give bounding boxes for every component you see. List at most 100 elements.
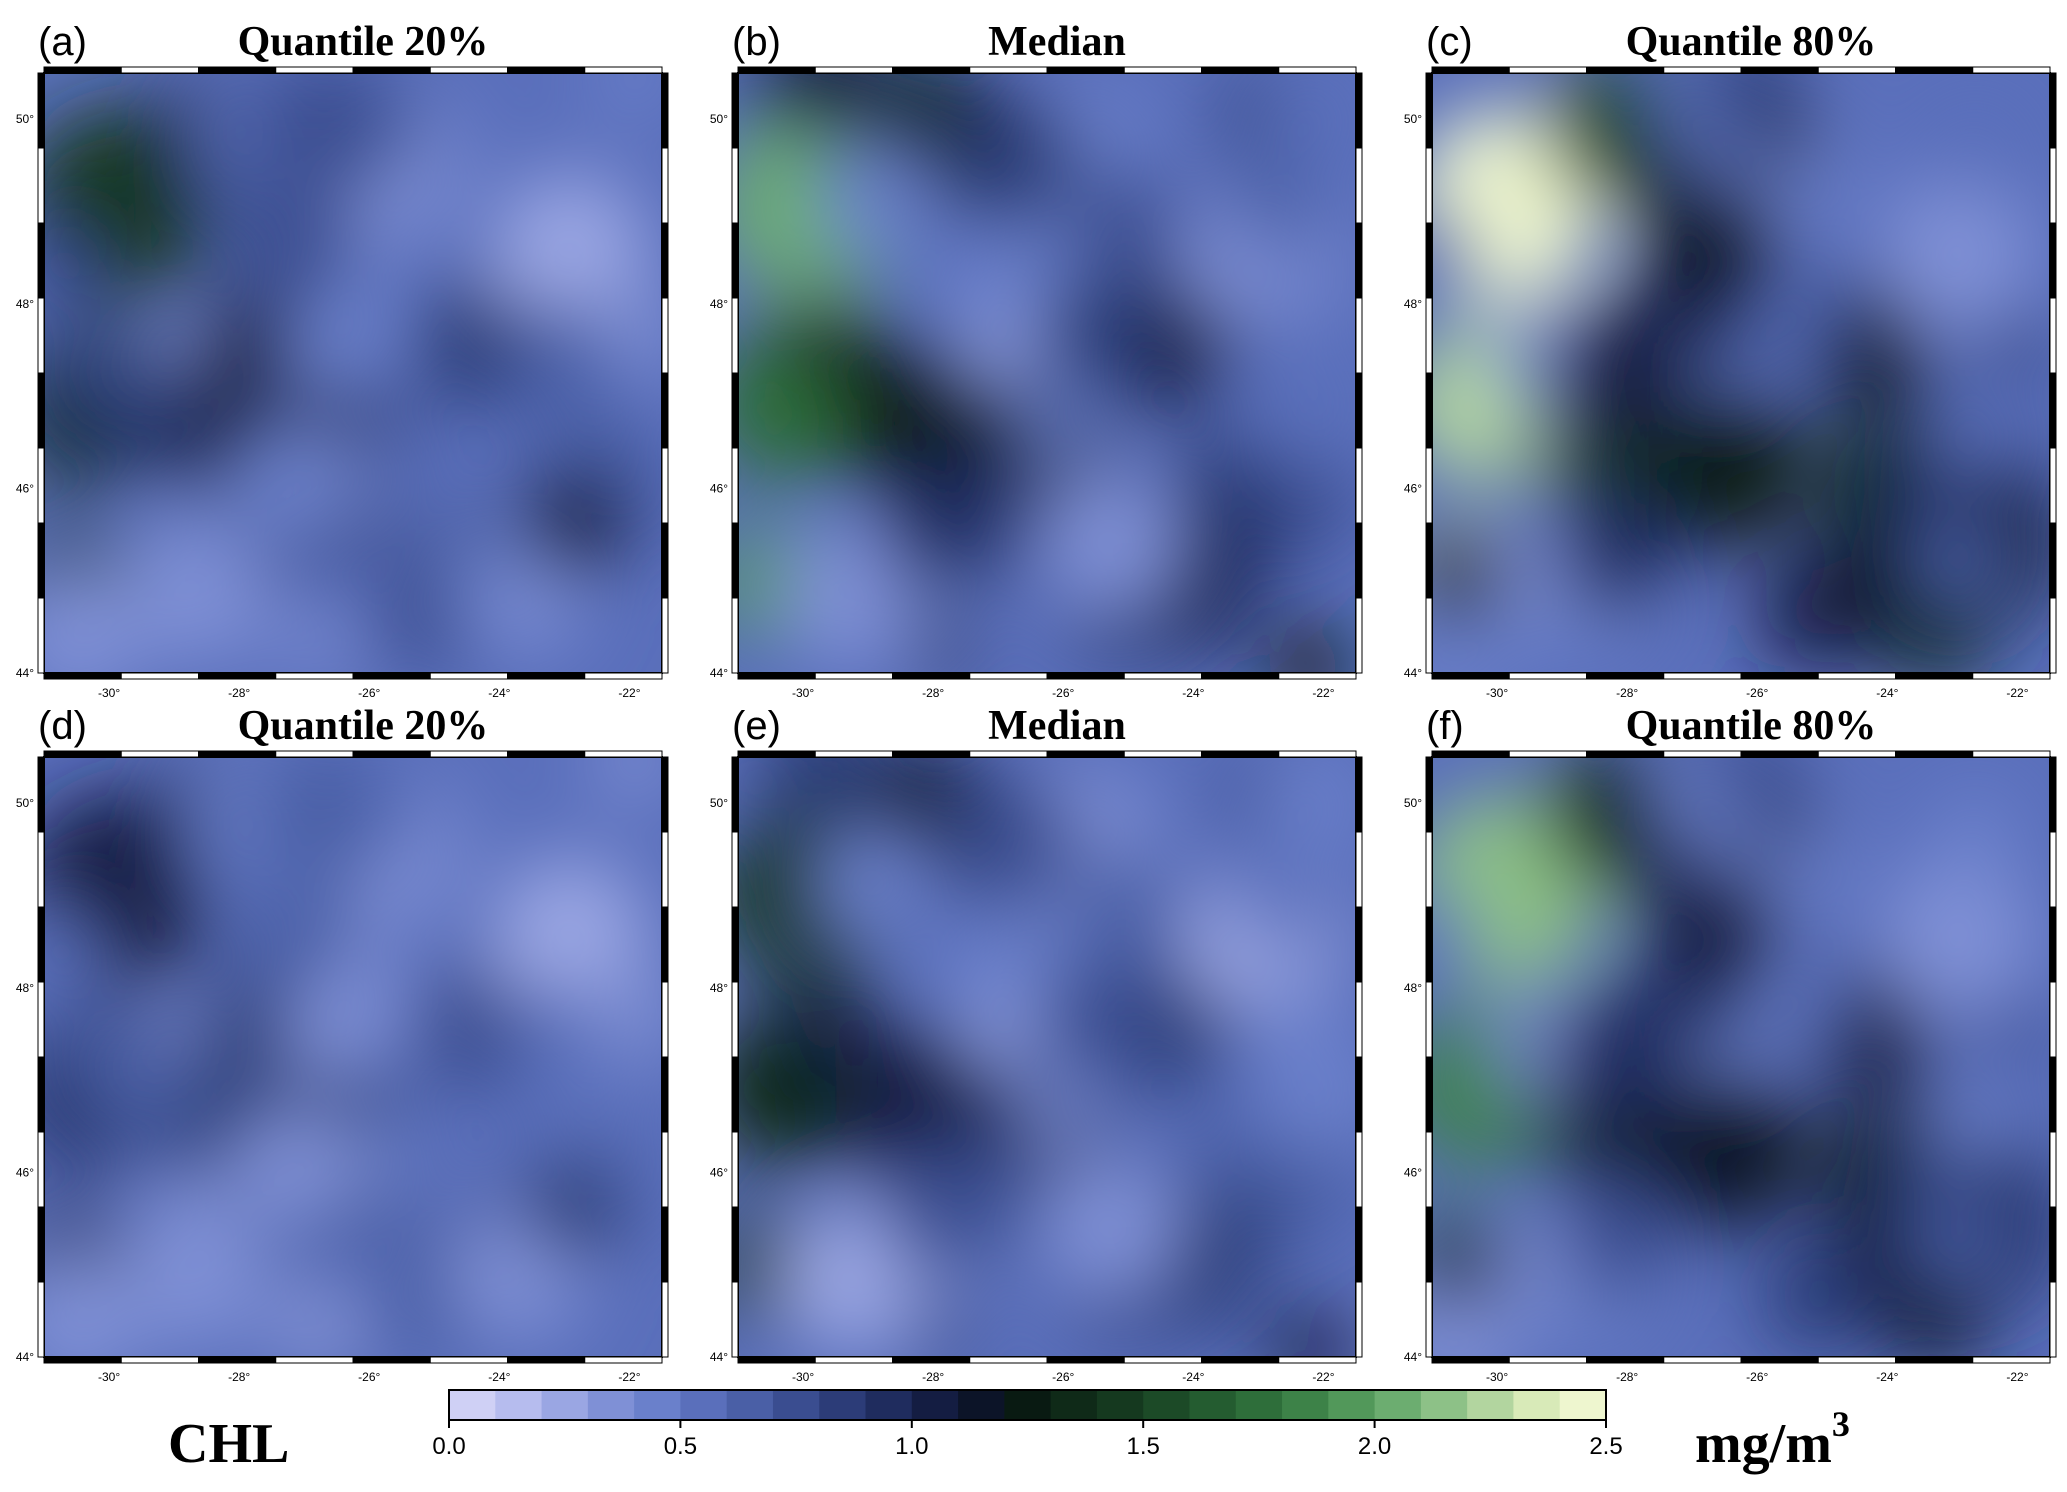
- map-panel-5: (e) Median -30° -28° -26° -24° -22° 50° 48° 46° 44…: [710, 703, 1363, 1384]
- x-tick-label: -22°: [2006, 1370, 2028, 1384]
- x-tick-label: -24°: [1182, 686, 1204, 700]
- x-tick-label: -24°: [488, 686, 510, 700]
- x-tick-label: -28°: [228, 1370, 250, 1384]
- x-tick-label: -24°: [488, 1370, 510, 1384]
- colorbar-swatch: [1513, 1390, 1561, 1420]
- y-tick-label: 50°: [710, 796, 728, 810]
- x-tick-label: -24°: [1876, 1370, 1898, 1384]
- y-tick-label: 44°: [710, 666, 728, 680]
- colorbar-swatch: [1235, 1390, 1283, 1420]
- map-panel-4: (d) Quantile 20% -30° -28° -26° -24° -22° 50° 48…: [16, 703, 669, 1384]
- x-tick-label: -30°: [1486, 686, 1508, 700]
- map-panel-3: (c) Quantile 80% -30° -28° -26° -24° -22° 50° 48…: [1404, 19, 2057, 700]
- colorbar-swatch: [819, 1390, 867, 1420]
- x-tick-label: -30°: [98, 1370, 120, 1384]
- panel-title: Quantile 20%: [238, 703, 489, 749]
- colorbar-swatch: [726, 1390, 774, 1420]
- colorbar-tick-label: 0.5: [664, 1433, 697, 1460]
- panel-letter: (c): [1426, 20, 1473, 64]
- y-tick-label: 46°: [1404, 481, 1422, 495]
- colorbar-tick-label: 1.0: [895, 1433, 928, 1460]
- y-tick-label: 44°: [1404, 666, 1422, 680]
- x-tick-label: -24°: [1182, 1370, 1204, 1384]
- y-tick-label: 44°: [1404, 1350, 1422, 1364]
- colorbar-tick-label: 2.0: [1358, 1433, 1391, 1460]
- map-panels: (a) Quantile 20% -30° -28° -26° -24° -22° 50° 48…: [16, 19, 2057, 1384]
- x-tick-label: -22°: [1312, 1370, 1334, 1384]
- colorbar-tick-label: 2.5: [1589, 1433, 1622, 1460]
- colorbar-units: mg/m3: [1695, 1404, 1850, 1475]
- chlorophyll-field: [1432, 73, 2050, 673]
- y-tick-label: 48°: [1404, 981, 1422, 995]
- chlorophyll-field: [738, 757, 1356, 1357]
- colorbar-units-base: mg/m: [1695, 1413, 1832, 1475]
- y-tick-label: 46°: [16, 1165, 34, 1179]
- panel-title: Median: [988, 19, 1126, 65]
- y-tick-label: 50°: [710, 112, 728, 126]
- x-tick-label: -30°: [98, 686, 120, 700]
- x-tick-label: -26°: [1746, 686, 1768, 700]
- x-tick-label: -28°: [228, 686, 250, 700]
- chlorophyll-field: [1432, 757, 2050, 1357]
- colorbar-swatch: [495, 1390, 543, 1420]
- x-tick-label: -22°: [1312, 686, 1334, 700]
- y-tick-label: 44°: [16, 666, 34, 680]
- x-tick-label: -26°: [1746, 1370, 1768, 1384]
- panel-title: Quantile 20%: [238, 19, 489, 65]
- y-tick-label: 46°: [710, 1165, 728, 1179]
- panel-title: Median: [988, 703, 1126, 749]
- map-panel-2: (b) Median -30° -28° -26° -24° -22° 50° 48° 46° 44…: [710, 19, 1363, 700]
- colorbar-swatch: [911, 1390, 959, 1420]
- y-tick-label: 48°: [16, 297, 34, 311]
- y-tick-label: 46°: [16, 481, 34, 495]
- colorbar-ticks: 0.0 0.5 1.0 1.5 2.0 2.5: [432, 1420, 1623, 1460]
- y-tick-label: 46°: [1404, 1165, 1422, 1179]
- y-tick-label: 50°: [16, 112, 34, 126]
- colorbar-swatch: [541, 1390, 589, 1420]
- x-tick-label: -28°: [1616, 686, 1638, 700]
- chlorophyll-field: [44, 757, 662, 1357]
- y-tick-label: 48°: [16, 981, 34, 995]
- y-tick-label: 44°: [16, 1350, 34, 1364]
- colorbar-swatch: [772, 1390, 820, 1420]
- x-tick-label: -28°: [922, 1370, 944, 1384]
- y-tick-label: 44°: [710, 1350, 728, 1364]
- colorbar-swatch: [1143, 1390, 1190, 1420]
- y-tick-label: 50°: [1404, 796, 1422, 810]
- x-tick-label: -26°: [358, 1370, 380, 1384]
- x-tick-label: -26°: [1052, 1370, 1074, 1384]
- panel-title: Quantile 80%: [1626, 19, 1877, 65]
- y-tick-label: 48°: [1404, 297, 1422, 311]
- colorbar-swatch: [587, 1390, 635, 1420]
- y-tick-label: 50°: [16, 796, 34, 810]
- y-tick-label: 46°: [710, 481, 728, 495]
- y-tick-label: 48°: [710, 981, 728, 995]
- colorbar-swatch: [1189, 1390, 1237, 1420]
- panel-letter: (e): [732, 704, 781, 748]
- x-tick-label: -26°: [1052, 686, 1074, 700]
- panel-title: Quantile 80%: [1626, 703, 1877, 749]
- colorbar: CHL 0.0 0.5 1.0 1.5 2.0 2.5 mg/m3: [168, 1389, 1850, 1475]
- panel-letter: (d): [38, 704, 87, 748]
- colorbar-swatch: [1050, 1390, 1098, 1420]
- colorbar-swatch: [1282, 1390, 1329, 1420]
- colorbar-frame: [448, 1389, 1607, 1421]
- colorbar-swatch: [1096, 1390, 1144, 1420]
- x-tick-label: -28°: [922, 686, 944, 700]
- x-tick-label: -22°: [618, 686, 640, 700]
- colorbar-swatch: [1004, 1390, 1052, 1420]
- x-tick-label: -28°: [1616, 1370, 1638, 1384]
- map-panel-6: (f) Quantile 80% -30° -28° -26° -24° -22° 50° 48…: [1404, 703, 2057, 1384]
- x-tick-label: -30°: [792, 686, 814, 700]
- colorbar-units-exponent: 3: [1832, 1404, 1850, 1444]
- colorbar-swatch: [1559, 1390, 1607, 1420]
- y-tick-label: 48°: [710, 297, 728, 311]
- chlorophyll-field: [44, 73, 662, 673]
- colorbar-tick-label: 1.5: [1127, 1433, 1160, 1460]
- colorbar-swatch: [1328, 1390, 1376, 1420]
- colorbar-swatch: [634, 1390, 681, 1420]
- x-tick-label: -30°: [792, 1370, 814, 1384]
- y-tick-label: 50°: [1404, 112, 1422, 126]
- panel-letter: (a): [38, 20, 87, 64]
